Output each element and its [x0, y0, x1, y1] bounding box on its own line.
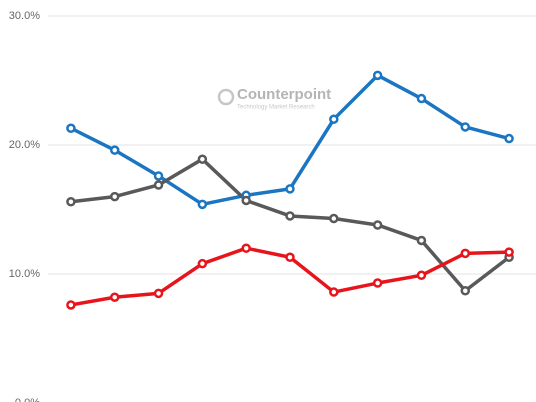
data-point [109, 145, 120, 155]
data-point [372, 70, 383, 81]
data-point [197, 258, 208, 269]
data-point [460, 286, 471, 296]
data-point [66, 300, 76, 310]
data-point [285, 184, 295, 194]
data-point [285, 252, 295, 262]
data-point [416, 270, 427, 281]
data-point [153, 171, 164, 181]
data-point [460, 122, 471, 132]
data-point [241, 195, 251, 206]
series-line [70, 157, 511, 293]
data-point [197, 199, 208, 210]
data-point [329, 213, 339, 224]
watermark-logo [217, 88, 235, 106]
data-point [329, 114, 339, 124]
data-point [416, 93, 427, 104]
data-point [109, 191, 120, 202]
y-tick-label: 20.0% [9, 139, 40, 151]
data-point [197, 154, 208, 164]
data-point [153, 180, 164, 190]
data-point [460, 248, 471, 259]
data-point [372, 278, 383, 288]
data-point [241, 243, 251, 253]
data-point [285, 211, 295, 221]
y-tick-label: 0.0% [15, 397, 40, 402]
y-tick-label: 10.0% [9, 268, 40, 280]
watermark-subtitle: Technology Market Research [237, 105, 315, 111]
data-point [153, 288, 164, 299]
data-point [504, 247, 514, 257]
data-point [504, 133, 514, 144]
watermark: Counterpoint Technology Market Research [217, 86, 331, 111]
data-point [109, 292, 120, 302]
data-point [66, 123, 76, 133]
data-point [329, 287, 339, 297]
data-point [416, 235, 427, 246]
watermark-title: Counterpoint [237, 86, 331, 103]
data-point [372, 220, 383, 230]
y-tick-label: 30.0% [9, 10, 40, 22]
data-point [66, 197, 76, 207]
